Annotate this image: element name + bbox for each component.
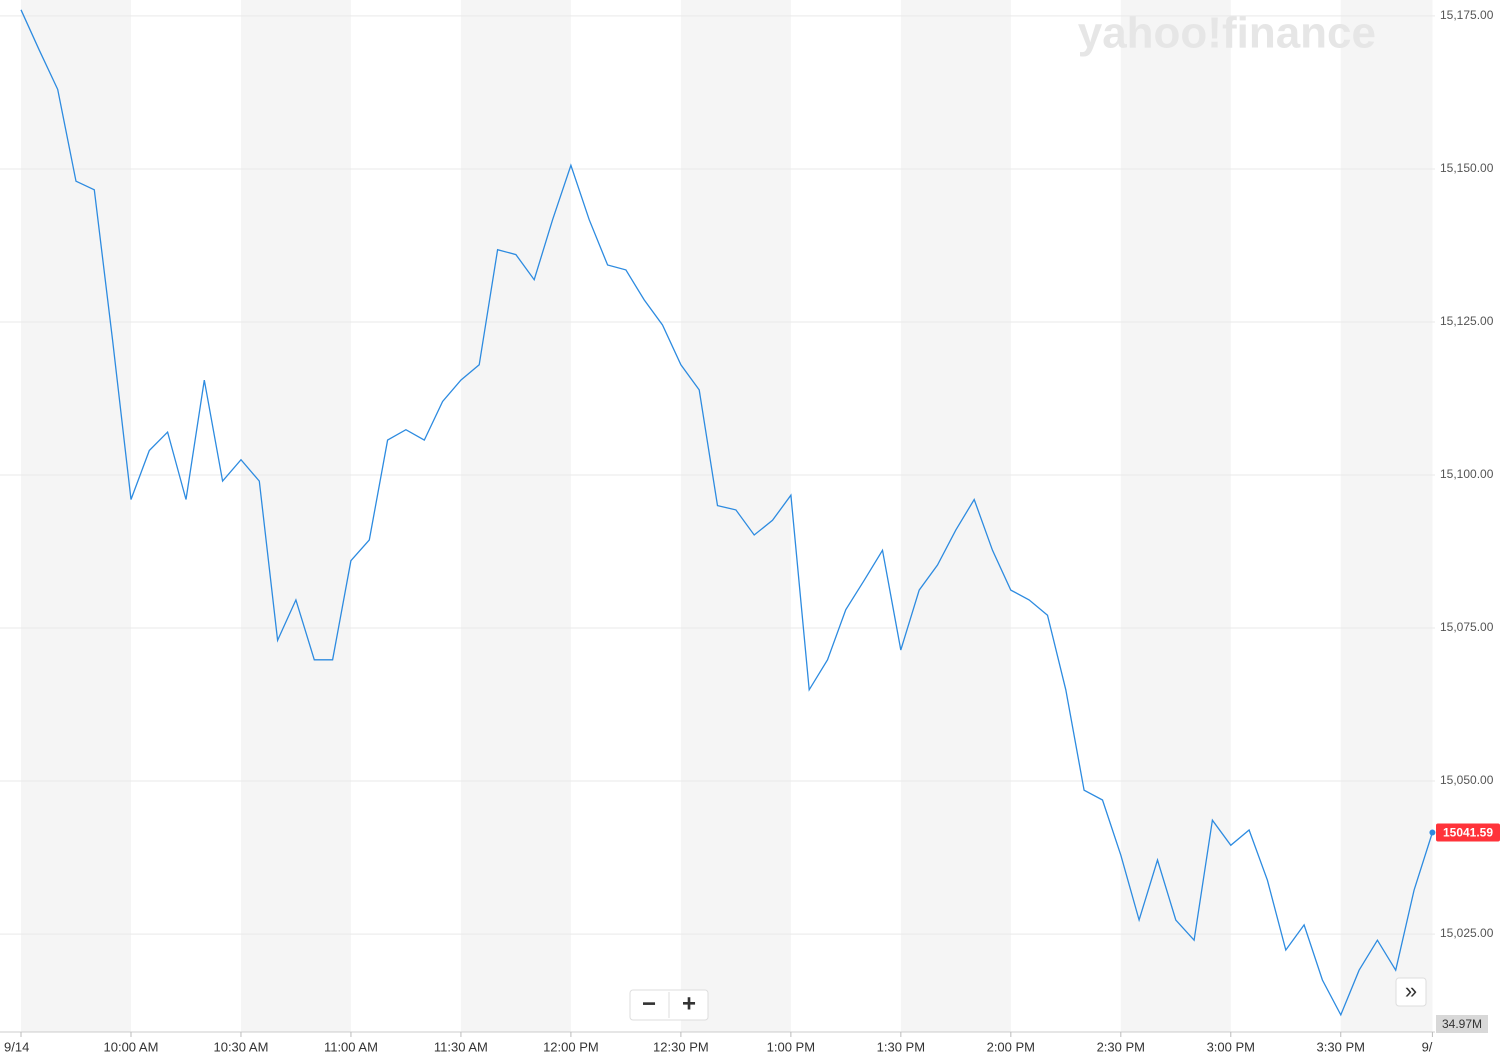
x-tick-label: 2:30 PM bbox=[1097, 1039, 1145, 1054]
band bbox=[680, 0, 791, 1032]
x-tick-label: 10:00 AM bbox=[104, 1039, 159, 1054]
x-tick-label: 11:30 AM bbox=[434, 1039, 488, 1054]
y-tick-label: 15,175.00 bbox=[1440, 8, 1494, 22]
band bbox=[900, 0, 1011, 1032]
last-point bbox=[1429, 829, 1436, 836]
x-tick-label: 1:30 PM bbox=[877, 1039, 925, 1054]
x-tick-label: 9/14 bbox=[4, 1039, 29, 1054]
y-tick-label: 15,025.00 bbox=[1440, 926, 1494, 940]
volume-label: 34.97M bbox=[1442, 1017, 1482, 1031]
logo: yahoo!finance bbox=[1078, 9, 1376, 58]
x-tick-label: 12:30 PM bbox=[653, 1039, 709, 1054]
volume-tag bbox=[1436, 1015, 1488, 1033]
y-tick-label: 15,150.00 bbox=[1440, 161, 1494, 175]
price-line bbox=[20, 9, 1434, 1017]
x-tick-label: 9/ bbox=[1422, 1039, 1433, 1054]
price-tag bbox=[1436, 823, 1500, 842]
band bbox=[240, 0, 351, 1032]
x-tick-label: 11:00 AM bbox=[324, 1039, 378, 1054]
x-tick-label: 10:30 AM bbox=[213, 1039, 268, 1054]
band bbox=[1120, 0, 1231, 1032]
zoom-in[interactable]: + bbox=[682, 990, 696, 1017]
next-button[interactable]: » bbox=[1405, 978, 1417, 1003]
zoom-out[interactable]: − bbox=[642, 990, 656, 1017]
x-tick-label: 2:00 PM bbox=[987, 1039, 1035, 1054]
y-tick-label: 15,125.00 bbox=[1440, 314, 1494, 328]
bands bbox=[21, 0, 1433, 1032]
y-tick-label: 15,100.00 bbox=[1440, 467, 1494, 481]
x-tick-label: 12:00 PM bbox=[543, 1039, 599, 1054]
band bbox=[1340, 0, 1433, 1032]
y-tick-label: 15,075.00 bbox=[1440, 620, 1494, 634]
x-tick-label: 3:00 PM bbox=[1207, 1039, 1255, 1054]
y-tick-label: 15,050.00 bbox=[1440, 773, 1494, 787]
next-box bbox=[1395, 977, 1427, 1007]
x-tick-label: 1:00 PM bbox=[767, 1039, 815, 1054]
band bbox=[460, 0, 571, 1032]
x-tick-label: 3:30 PM bbox=[1317, 1039, 1365, 1054]
price-tag-label: 15041.59 bbox=[1443, 826, 1493, 840]
band bbox=[21, 0, 131, 1032]
